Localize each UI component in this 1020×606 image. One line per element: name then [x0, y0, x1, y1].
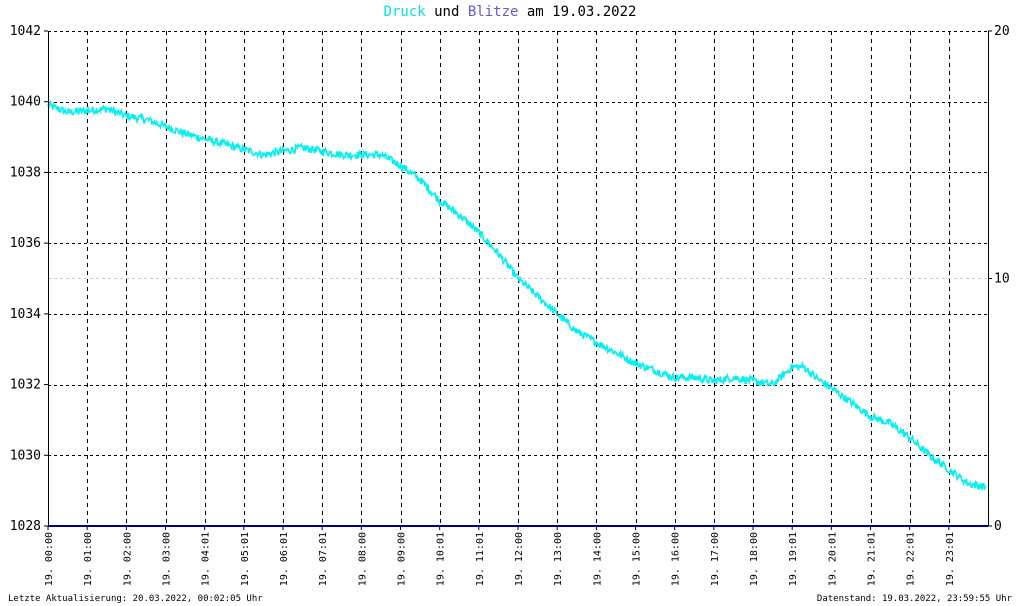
footer-last-update: Letzte Aktualisierung: 20.03.2022, 00:02…: [8, 594, 263, 604]
x-tick-label: 19. 10:01: [436, 532, 447, 586]
y-tick-label-left: 1030: [10, 448, 41, 463]
x-tick-label: 19. 04:01: [201, 532, 212, 586]
title-date: am 19.03.2022: [526, 4, 637, 20]
y-axis-right: 0 10 20: [988, 24, 1010, 534]
x-tick-label: 19. 23:01: [945, 532, 956, 586]
x-tick-label: 19. 14:00: [592, 532, 603, 586]
x-tick-label: 19. 12:00: [514, 532, 525, 586]
x-tick-label: 19. 22:01: [906, 532, 917, 586]
chart-grid: [48, 31, 988, 526]
x-tick-label: 19. 16:00: [671, 532, 682, 586]
x-tick-label: 19. 20:01: [827, 532, 838, 586]
x-tick-label: 19. 00:00: [44, 532, 55, 586]
x-tick-label: 19. 06:01: [279, 532, 290, 586]
y-axis-left: 1028 1030 1032 1034 1036 1038 1040 1042: [10, 24, 48, 534]
series-druck: [47, 99, 987, 491]
x-tick-label: 19. 18:00: [749, 532, 760, 586]
y-tick-label-left: 1028: [10, 519, 41, 534]
x-tick-label: 19. 01:00: [83, 532, 94, 586]
x-tick-label: 19. 07:01: [318, 532, 329, 586]
y-tick-label-left: 1034: [10, 307, 41, 322]
title-und: und: [434, 4, 460, 20]
x-tick-label: 19. 13:00: [553, 532, 564, 586]
x-tick-label: 19. 08:00: [357, 532, 368, 586]
title-druck: Druck: [383, 4, 426, 20]
x-axis: 19. 00:00 19. 01:00 19. 02:00 19. 03:00 19. …: [44, 526, 956, 586]
y-tick-label-left: 1032: [10, 378, 41, 393]
y-tick-label-left: 1040: [10, 95, 41, 110]
x-tick-label: 19. 17:00: [710, 532, 721, 586]
x-tick-label: 19. 02:00: [122, 532, 133, 586]
y-tick-label-left: 1036: [10, 236, 41, 251]
x-tick-label: 19. 05:01: [240, 532, 251, 586]
footer-data-status: Datenstand: 19.03.2022, 23:59:55 Uhr: [816, 594, 1012, 604]
y-tick-label-left: 1038: [10, 165, 41, 180]
x-tick-label: 19. 19:01: [788, 532, 799, 586]
title-blitze: Blitze: [467, 4, 519, 20]
y-tick-label-left: 1042: [10, 24, 41, 39]
x-tick-label: 19. 11:01: [475, 532, 486, 586]
chart-title: Druck und Blitze am 19.03.2022: [0, 4, 1020, 20]
x-tick-label: 19. 03:00: [162, 532, 173, 586]
x-tick-label: 19. 09:00: [397, 532, 408, 586]
x-tick-label: 19. 15:00: [632, 532, 643, 586]
y-tick-label-right: 10: [994, 272, 1010, 287]
y-tick-label-right: 20: [994, 24, 1010, 39]
y-tick-label-right: 0: [994, 519, 1002, 534]
x-tick-label: 19. 21:01: [867, 532, 878, 586]
